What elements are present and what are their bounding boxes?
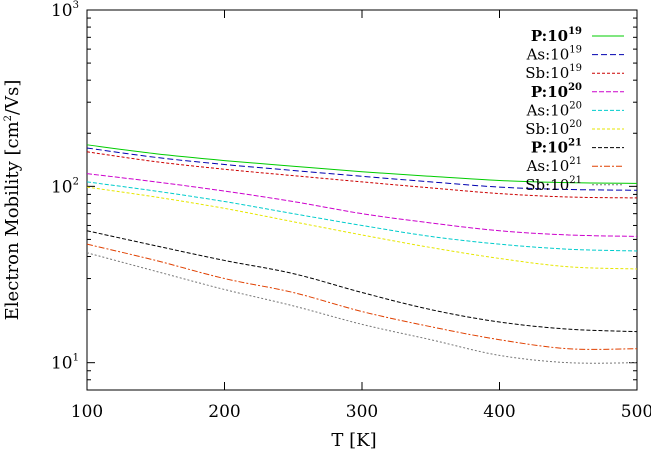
series-line-4 <box>86 181 638 252</box>
legend-label-base: P:10 <box>531 27 568 45</box>
y-axis-label-sup: 2 <box>3 115 14 121</box>
y-tick-label-base: 10 <box>51 177 73 197</box>
legend-label-exp: 20 <box>568 82 582 93</box>
x-tick-label: 300 <box>346 402 378 422</box>
x-tick-label: 200 <box>208 402 240 422</box>
series-line-2 <box>86 151 638 199</box>
legend-label-exp: 21 <box>569 156 582 167</box>
legend-label-4: As:1020 <box>526 100 582 119</box>
x-axis-label: T [K] <box>331 430 376 451</box>
legend-label-base: As:10 <box>526 157 570 175</box>
y-axis-label-tail: /Vs] <box>2 80 23 115</box>
y-tick-label-exp: 3 <box>73 0 79 11</box>
x-tick-label: 400 <box>483 402 515 422</box>
legend-label-exp: 19 <box>569 63 582 74</box>
series-line-7 <box>86 243 638 350</box>
y-tick-label: 103 <box>51 0 79 21</box>
y-tick-label: 102 <box>51 176 79 197</box>
legend-label-exp: 20 <box>569 100 582 111</box>
series-lines <box>86 144 638 364</box>
y-axis-label: Electron Mobility [cm2/Vs] <box>2 80 23 321</box>
series-line-8 <box>86 252 638 364</box>
legend-label-base: Sb:10 <box>525 176 569 194</box>
legend-label-1: As:1019 <box>526 45 582 64</box>
series-line-5 <box>86 186 638 270</box>
x-tick-label: 100 <box>71 402 103 422</box>
legend-label-exp: 20 <box>569 119 582 130</box>
series-line-3 <box>86 173 638 237</box>
legend-label-exp: 21 <box>569 175 582 186</box>
legend-label-exp: 19 <box>569 45 582 56</box>
series-line-6 <box>86 230 638 333</box>
legend: P:1019As:1019Sb:1019P:1020As:1020Sb:1020… <box>525 26 624 194</box>
series-line-0 <box>86 144 638 184</box>
legend-label-base: Sb:10 <box>525 120 569 138</box>
series-line-1 <box>86 147 638 191</box>
legend-label-6: P:1021 <box>531 138 582 157</box>
legend-label-2: Sb:1019 <box>525 63 582 82</box>
legend-label-3: P:1020 <box>531 82 582 101</box>
legend-label-5: Sb:1020 <box>525 119 582 138</box>
legend-label-base: P:10 <box>531 83 568 101</box>
y-axis-label-main: Electron Mobility [cm <box>2 121 23 320</box>
y-tick-label-base: 10 <box>51 354 73 374</box>
y-tick-label-base: 10 <box>51 1 73 21</box>
legend-label-0: P:1019 <box>531 26 582 45</box>
y-tick-label: 101 <box>51 353 79 374</box>
y-tick-label-exp: 1 <box>73 353 79 364</box>
legend-label-8: Sb:1021 <box>525 175 582 194</box>
legend-label-exp: 19 <box>568 26 582 37</box>
legend-label-7: As:1021 <box>526 156 582 175</box>
legend-label-exp: 21 <box>568 138 582 149</box>
legend-label-base: P:10 <box>531 139 568 157</box>
legend-label-base: Sb:10 <box>525 64 569 82</box>
x-tick-label: 500 <box>621 402 651 422</box>
legend-label-base: As:10 <box>526 46 570 64</box>
legend-label-base: As:10 <box>526 101 570 119</box>
y-tick-label-exp: 2 <box>73 176 79 187</box>
